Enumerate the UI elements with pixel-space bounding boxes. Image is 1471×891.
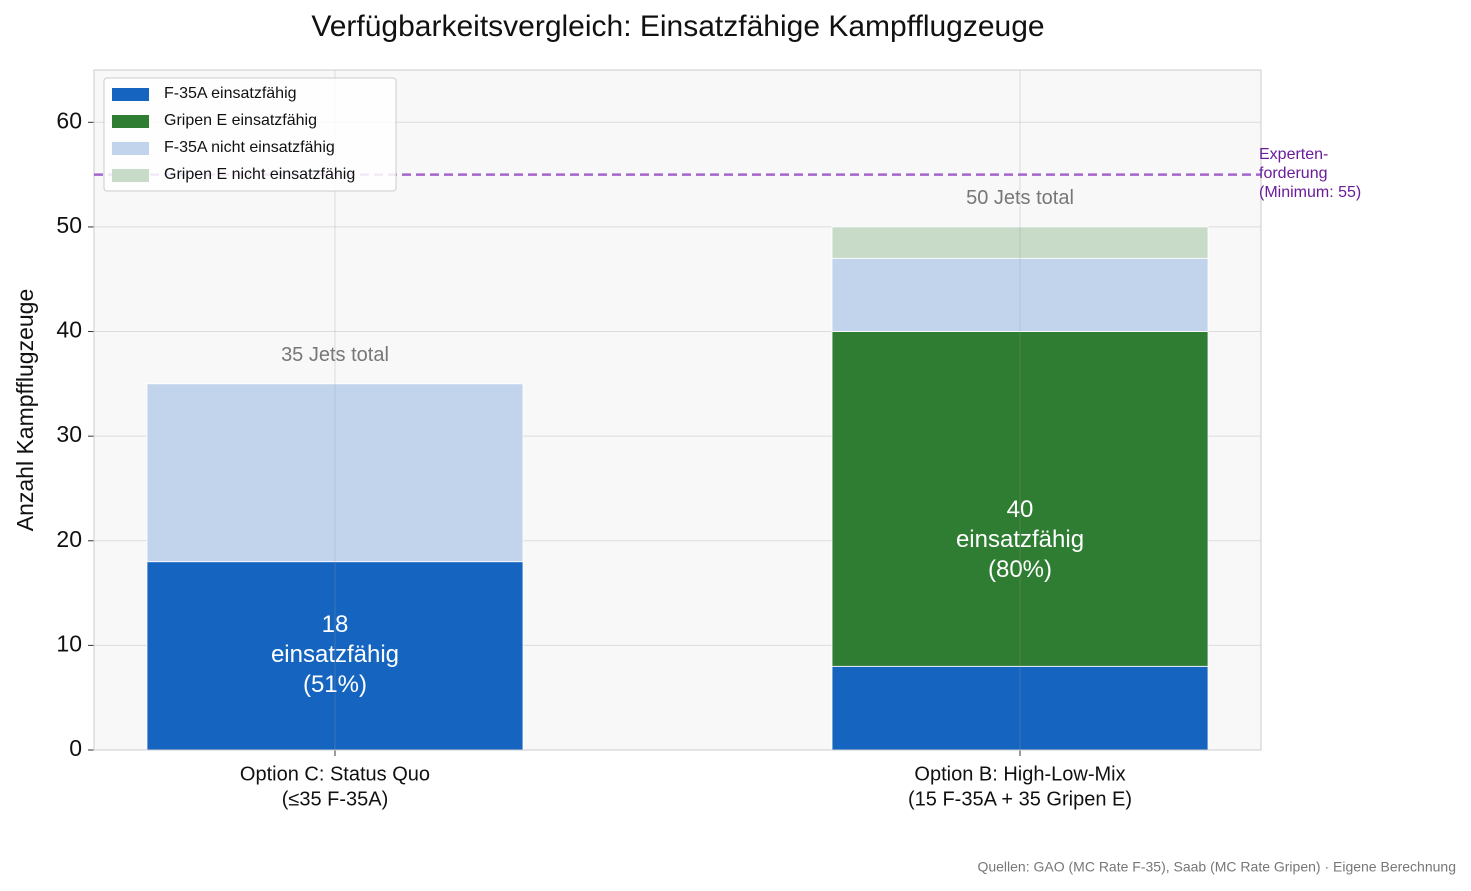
source-note: Quellen: GAO (MC Rate F-35), Saab (MC Ra…	[977, 859, 1456, 875]
legend-swatch	[112, 142, 149, 155]
bar-segment	[831, 331, 1209, 667]
total-label: 50 Jets total	[966, 187, 1074, 209]
bar-value-label: 40	[1007, 496, 1034, 523]
y-tick-label: 30	[56, 421, 82, 447]
legend-box	[103, 77, 397, 192]
bar-segment	[831, 226, 1209, 259]
bar-segment	[831, 257, 1209, 332]
total-label: 35 Jets total	[281, 344, 389, 366]
legend-label: F-35A nicht einsatzfähig	[164, 139, 335, 156]
bar-segment	[146, 383, 524, 563]
y-tick-label: 20	[56, 526, 82, 552]
y-tick-label: 0	[69, 735, 82, 761]
legend-label: F-35A einsatzfähig	[164, 85, 297, 102]
legend-label: Gripen E nicht einsatzfähig	[164, 166, 355, 183]
bar-segment	[146, 561, 524, 751]
x-tick-label: Option B: High-Low-Mix	[914, 763, 1125, 785]
legend-swatch	[112, 88, 149, 101]
chart-title: Verfügbarkeitsvergleich: Einsatzfähige K…	[311, 10, 1044, 43]
plot-frame	[93, 69, 1262, 751]
bar-value-label: einsatzfähig	[271, 641, 399, 668]
y-tick-label: 50	[56, 212, 82, 238]
bar-segment	[831, 665, 1209, 751]
bar-value-label: (51%)	[303, 671, 367, 698]
legend-label: Gripen E einsatzfähig	[164, 112, 317, 129]
bar-value-label: (80%)	[988, 556, 1052, 583]
reference-label: (Minimum: 55)	[1259, 184, 1361, 201]
y-tick-label: 40	[56, 317, 82, 343]
x-tick-label: (15 F-35A + 35 Gripen E)	[908, 788, 1132, 810]
x-tick-label: (≤35 F-35A)	[282, 788, 389, 810]
y-tick-label: 10	[56, 630, 82, 656]
legend: F-35A einsatzfähig Gripen E einsatzfähig F…	[103, 77, 397, 192]
bar-value-label: 18	[322, 611, 349, 638]
reference-label: Experten-	[1259, 146, 1328, 163]
legend-swatch	[112, 169, 149, 182]
y-axis-label: Anzahl Kampfflugzeuge	[12, 289, 38, 532]
legend-swatch	[112, 115, 149, 128]
y-tick-label: 60	[56, 107, 82, 133]
reference-label: forderung	[1259, 165, 1328, 182]
bar-value-label: einsatzfähig	[956, 526, 1084, 553]
x-tick-label: Option C: Status Quo	[240, 763, 430, 785]
